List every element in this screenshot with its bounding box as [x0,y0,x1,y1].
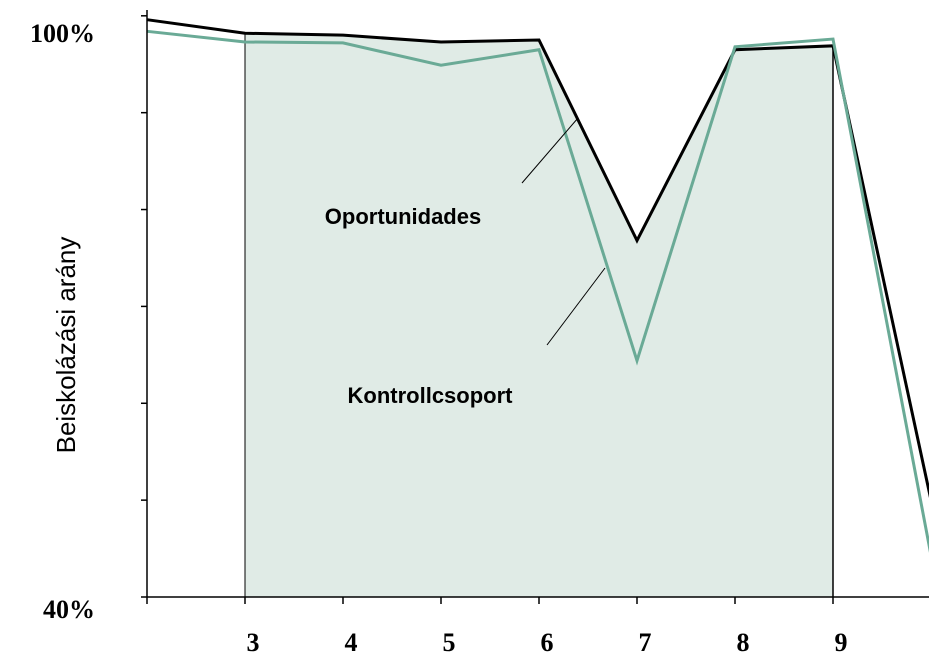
series-label: Oportunidades [325,204,481,229]
leader-line [546,267,606,346]
x-tick-label: 5 [443,628,456,657]
shaded-area [245,33,833,598]
series-line [146,29,929,553]
y-axis-label: Beiskolázási arány [51,237,81,454]
x-tick-label: 3 [247,628,260,657]
leader-line [521,117,579,184]
series-line [146,18,929,498]
x-tick-label: 7 [639,628,652,657]
series-label: Kontrollcsoport [348,383,514,408]
x-tick-label: 6 [541,628,554,657]
y-tick-label: 100% [30,19,95,48]
x-tick-label: 4 [345,628,358,657]
y-tick-label: 40% [43,595,95,624]
x-tick-label: 9 [835,628,848,657]
x-tick-label: 8 [737,628,750,657]
